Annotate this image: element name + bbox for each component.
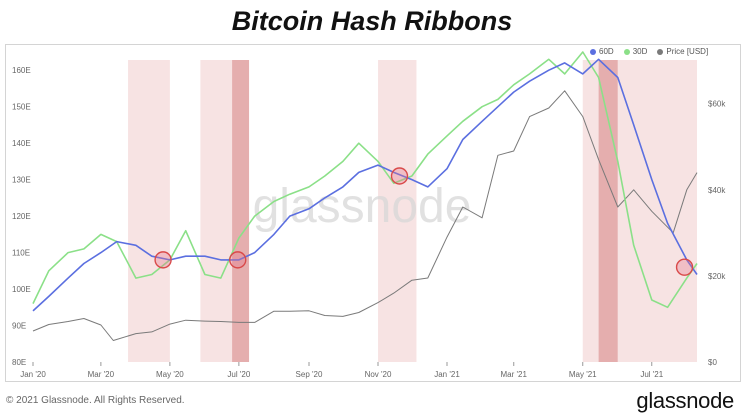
- y-left-tick-label: 140E: [12, 139, 31, 148]
- y-left-tick-label: 80E: [12, 358, 26, 367]
- series-line-30d: [32, 51, 698, 309]
- shaded-period-5: [598, 60, 618, 362]
- x-axis: Jan '20 Mar '20 May '20 Jul '20 Sep '20 Nov '…: [20, 362, 664, 379]
- shaded-period-0: [128, 60, 170, 362]
- y-left-tick-label: 130E: [12, 176, 31, 185]
- y-axis-right: $0 $20k $40k $60k: [708, 100, 726, 367]
- x-tick-label: Sep '20: [296, 370, 323, 379]
- shaded-period-4: [582, 60, 599, 362]
- shaded-period-6: [617, 60, 697, 362]
- watermark: glassnode: [253, 180, 472, 233]
- legend-dot-price: [657, 48, 664, 55]
- y-left-tick-label: 90E: [12, 322, 26, 331]
- y-right-tick-label: $40k: [708, 186, 726, 195]
- shaded-period-3: [378, 60, 417, 362]
- x-tick-label: Jul '20: [227, 370, 250, 379]
- legend-dot-30d: [623, 48, 630, 55]
- legend-item-30d[interactable]: 30D: [623, 47, 648, 56]
- series-lines: [32, 51, 698, 341]
- chart-title: Bitcoin Hash Ribbons: [231, 6, 513, 36]
- legend-label-60d: 60D: [599, 47, 614, 56]
- shaded-period-2: [232, 60, 250, 362]
- x-tick-label: Jan '21: [434, 370, 460, 379]
- legend-item-60d[interactable]: 60D: [590, 47, 614, 56]
- shaded-periods: [128, 60, 697, 362]
- y-left-tick-label: 150E: [12, 103, 31, 112]
- y-left-tick-label: 160E: [12, 66, 31, 75]
- y-right-tick-label: $0: [708, 358, 717, 367]
- y-axis-left: 80E 90E 100E 110E 120E 130E 140E 150E 160E: [12, 66, 31, 367]
- crossover-marker-0: [154, 251, 172, 269]
- crossover-marker-3: [675, 258, 694, 276]
- brand-logo[interactable]: glassnode: [636, 388, 734, 413]
- crossover-marker-2: [390, 167, 409, 185]
- y-left-tick-label: 120E: [12, 212, 31, 221]
- legend-label-30d: 30D: [632, 47, 648, 56]
- x-tick-label: Nov '20: [365, 370, 392, 379]
- series-line-60d: [32, 58, 698, 312]
- x-tick-label: Jan '20: [20, 370, 46, 379]
- x-tick-label: Jul '21: [640, 370, 663, 379]
- shaded-period-1: [200, 60, 233, 362]
- x-tick-label: Mar '20: [88, 370, 115, 379]
- x-tick-label: Mar '21: [501, 370, 528, 379]
- series-line-price-usd: [32, 90, 698, 341]
- y-right-tick-label: $20k: [708, 272, 726, 281]
- x-tick-label: May '20: [156, 370, 184, 379]
- legend-label-price: Price [USD]: [666, 47, 709, 56]
- y-left-tick-label: 110E: [12, 249, 30, 258]
- chart-legend: 60D 30D Price [USD]: [590, 47, 708, 56]
- x-tick-label: May '21: [569, 370, 597, 379]
- legend-dot-60d: [590, 48, 596, 55]
- y-right-tick-label: $60k: [708, 100, 726, 109]
- y-left-tick-label: 100E: [12, 285, 31, 294]
- legend-item-price[interactable]: Price [USD]: [657, 47, 708, 56]
- crossover-markers: [154, 167, 694, 276]
- crossover-marker-1: [229, 251, 247, 269]
- copyright-text: © 2021 Glassnode. All Rights Reserved.: [6, 395, 185, 406]
